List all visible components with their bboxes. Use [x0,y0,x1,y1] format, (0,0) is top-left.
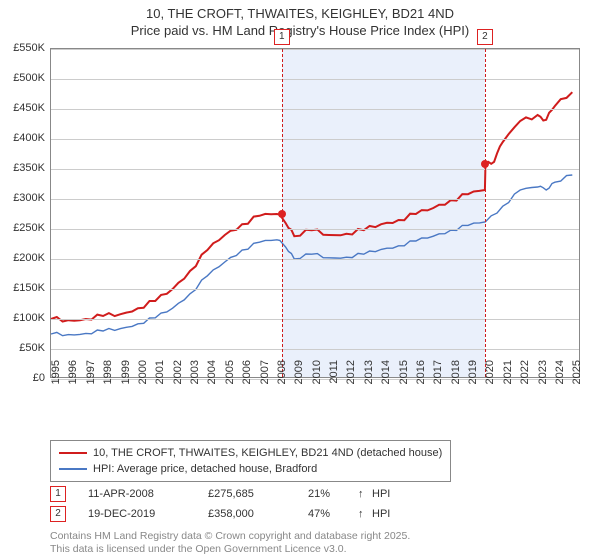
sale-hpi-label: HPI [372,488,412,500]
gridline [51,259,579,260]
x-axis-label: 2005 [224,360,236,400]
gridline [51,79,579,80]
legend: 10, THE CROFT, THWAITES, KEIGHLEY, BD21 … [50,440,451,482]
chart-title-address: 10, THE CROFT, THWAITES, KEIGHLEY, BD21 … [0,6,600,21]
y-axis-label: £100K [0,312,45,324]
sale-marker-box: 1 [274,29,290,45]
gridline [51,169,579,170]
legend-text: 10, THE CROFT, THWAITES, KEIGHLEY, BD21 … [93,447,442,459]
x-axis-label: 2011 [328,360,340,400]
sale-hpi-label: HPI [372,508,412,520]
x-axis-label: 2002 [172,360,184,400]
series-property [51,92,572,321]
sale-date: 11-APR-2008 [88,488,208,500]
x-axis-label: 1999 [120,360,132,400]
x-axis-label: 2013 [363,360,375,400]
y-axis-label: £500K [0,72,45,84]
y-axis-label: £200K [0,252,45,264]
legend-row: 10, THE CROFT, THWAITES, KEIGHLEY, BD21 … [59,445,442,461]
chart-svg [51,49,581,379]
gridline [51,49,579,50]
sale-row: 1 11-APR-2008£275,68521%↑HPI [50,484,412,504]
x-axis-label: 2004 [206,360,218,400]
x-axis-label: 2020 [484,360,496,400]
sale-marker-box: 2 [477,29,493,45]
x-axis-label: 2016 [415,360,427,400]
sale-price: £275,685 [208,488,308,500]
x-axis-label: 1995 [50,360,62,400]
gridline [51,289,579,290]
sale-pct: 21% [308,488,358,500]
x-axis-label: 1996 [67,360,79,400]
legend-swatch [59,468,87,470]
y-axis-label: £250K [0,222,45,234]
legend-row: HPI: Average price, detached house, Brad… [59,461,442,477]
disclaimer: Contains HM Land Registry data © Crown c… [50,530,410,556]
x-axis-label: 2008 [276,360,288,400]
sale-marker-dot [278,210,286,218]
arrow-up-icon: ↑ [358,508,372,520]
x-axis-label: 2021 [502,360,514,400]
x-axis-label: 2017 [432,360,444,400]
gridline [51,109,579,110]
x-axis-label: 2015 [398,360,410,400]
sale-row: 2 19-DEC-2019£358,00047%↑HPI [50,504,412,524]
y-axis-label: £450K [0,102,45,114]
sale-num-box: 2 [50,506,66,522]
gridline [51,229,579,230]
x-axis-label: 2023 [537,360,549,400]
x-axis-label: 2014 [380,360,392,400]
sale-marker-line [485,49,486,377]
x-axis-label: 2024 [554,360,566,400]
x-axis-label: 2006 [241,360,253,400]
y-axis-label: £0 [0,372,45,384]
chart-area: 12 £0£50K£100K£150K£200K£250K£300K£350K£… [50,48,580,398]
sale-marker-dot [481,160,489,168]
x-axis-label: 1997 [85,360,97,400]
x-axis-label: 2010 [311,360,323,400]
gridline [51,349,579,350]
sale-price: £358,000 [208,508,308,520]
x-axis-label: 2007 [259,360,271,400]
arrow-up-icon: ↑ [358,488,372,500]
y-axis-label: £400K [0,132,45,144]
y-axis-label: £350K [0,162,45,174]
x-axis-label: 2019 [467,360,479,400]
plot-region: 12 [50,48,580,378]
sale-date: 19-DEC-2019 [88,508,208,520]
gridline [51,139,579,140]
disclaimer-line1: Contains HM Land Registry data © Crown c… [50,530,410,543]
gridline [51,199,579,200]
y-axis-label: £50K [0,342,45,354]
x-axis-label: 2000 [137,360,149,400]
x-axis-label: 1998 [102,360,114,400]
y-axis-label: £550K [0,42,45,54]
y-axis-label: £150K [0,282,45,294]
x-axis-label: 2003 [189,360,201,400]
y-axis-label: £300K [0,192,45,204]
legend-swatch [59,452,87,454]
x-axis-label: 2009 [293,360,305,400]
legend-text: HPI: Average price, detached house, Brad… [93,463,317,475]
sale-num-box: 1 [50,486,66,502]
sales-table: 1 11-APR-2008£275,68521%↑HPI 2 19-DEC-2019£… [50,484,412,524]
chart-subtitle: Price paid vs. HM Land Registry's House … [0,23,600,38]
x-axis-label: 2018 [450,360,462,400]
sale-pct: 47% [308,508,358,520]
x-axis-label: 2025 [571,360,583,400]
disclaimer-line2: This data is licensed under the Open Gov… [50,543,410,556]
x-axis-label: 2012 [345,360,357,400]
x-axis-label: 2022 [519,360,531,400]
gridline [51,319,579,320]
x-axis-label: 2001 [154,360,166,400]
